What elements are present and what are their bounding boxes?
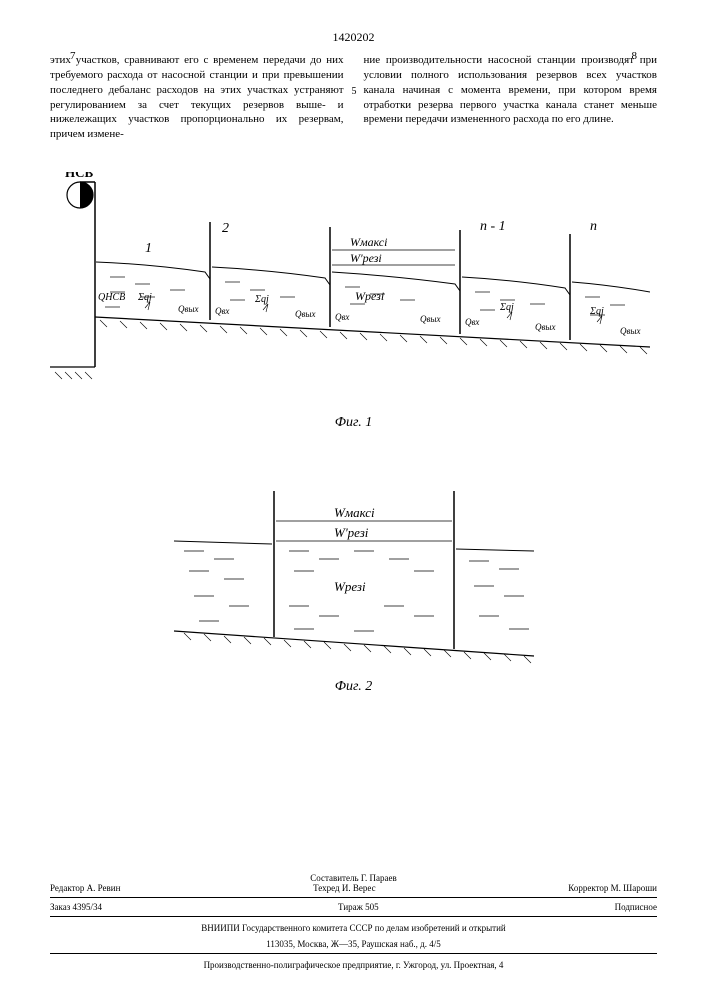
- doc-number: 1420202: [50, 30, 657, 45]
- qin3: Qвх: [335, 312, 349, 322]
- sq1: Σqj: [137, 292, 152, 303]
- qout2: Qвых: [295, 309, 316, 319]
- hcb-label: НСВ: [65, 172, 94, 180]
- figure-1: НСВ: [50, 172, 657, 431]
- fig2-svg: Wмаксi W'резi Wрезi: [154, 471, 554, 671]
- seg2-label: 2: [222, 221, 229, 236]
- org2: Производственно-полиграфическое предприя…: [50, 960, 657, 970]
- sq5: Σqj: [589, 306, 604, 317]
- page-num-right: 8: [632, 49, 638, 64]
- fig1-svg: НСВ: [50, 172, 650, 402]
- wmax-label: Wмаксi: [350, 235, 387, 249]
- figure-2: Wмаксi W'резi Wрезi Фиг. 2: [50, 471, 657, 695]
- qout1: Qвых: [178, 304, 199, 314]
- qin2: Qвх: [215, 306, 229, 316]
- org1: ВНИИПИ Государственного комитета СССР по…: [50, 923, 657, 933]
- addr1: 113035, Москва, Ж—35, Раушская наб., д. …: [50, 939, 657, 949]
- qout5: Qвых: [620, 326, 641, 336]
- qhcb: QНСВ: [98, 292, 125, 303]
- compiler: Составитель Г. Параев: [50, 873, 657, 883]
- wrez-label: Wрезi: [355, 289, 384, 303]
- qin4: Qвх: [465, 317, 479, 327]
- qout4: Qвых: [535, 322, 556, 332]
- left-column: 7 этих участков, сравнивают его с времен…: [50, 53, 344, 142]
- seg-n-label: n: [590, 219, 597, 234]
- f2-wrezp: W'резi: [334, 525, 369, 540]
- line-marker-5: 5: [352, 85, 357, 99]
- fig1-caption: Фиг. 1: [50, 415, 657, 431]
- page-num-left: 7: [70, 49, 76, 64]
- corrector: Корректор М. Шароши: [568, 883, 657, 893]
- right-text: ние производительности насосной станции …: [364, 54, 658, 125]
- footer: Составитель Г. Параев Редактор А. Ревин …: [50, 867, 657, 970]
- subscription: Подписное: [615, 902, 657, 912]
- editor: Редактор А. Ревин: [50, 883, 120, 893]
- sq4: Σqj: [499, 302, 514, 313]
- order: Заказ 4395/34: [50, 902, 102, 912]
- circulation: Тираж 505: [338, 902, 379, 912]
- text-columns: 7 этих участков, сравнивают его с времен…: [50, 53, 657, 142]
- seg-nm1-label: n - 1: [480, 219, 506, 234]
- f2-wrez: Wрезi: [334, 579, 366, 594]
- seg1-label: 1: [145, 241, 152, 256]
- right-column: 8 5 ние производительности насосной стан…: [364, 53, 658, 142]
- page: 1420202 7 этих участков, сравнивают его …: [0, 0, 707, 1000]
- f2-wmax: Wмаксi: [334, 505, 375, 520]
- wrezprime-label: W'резi: [350, 251, 382, 265]
- tech: Техред И. Верес: [313, 883, 375, 893]
- fig2-caption: Фиг. 2: [50, 679, 657, 695]
- sq2: Σqj: [254, 294, 269, 305]
- left-text: этих участков, сравнивают его с временем…: [50, 54, 344, 140]
- qout3: Qвых: [420, 314, 441, 324]
